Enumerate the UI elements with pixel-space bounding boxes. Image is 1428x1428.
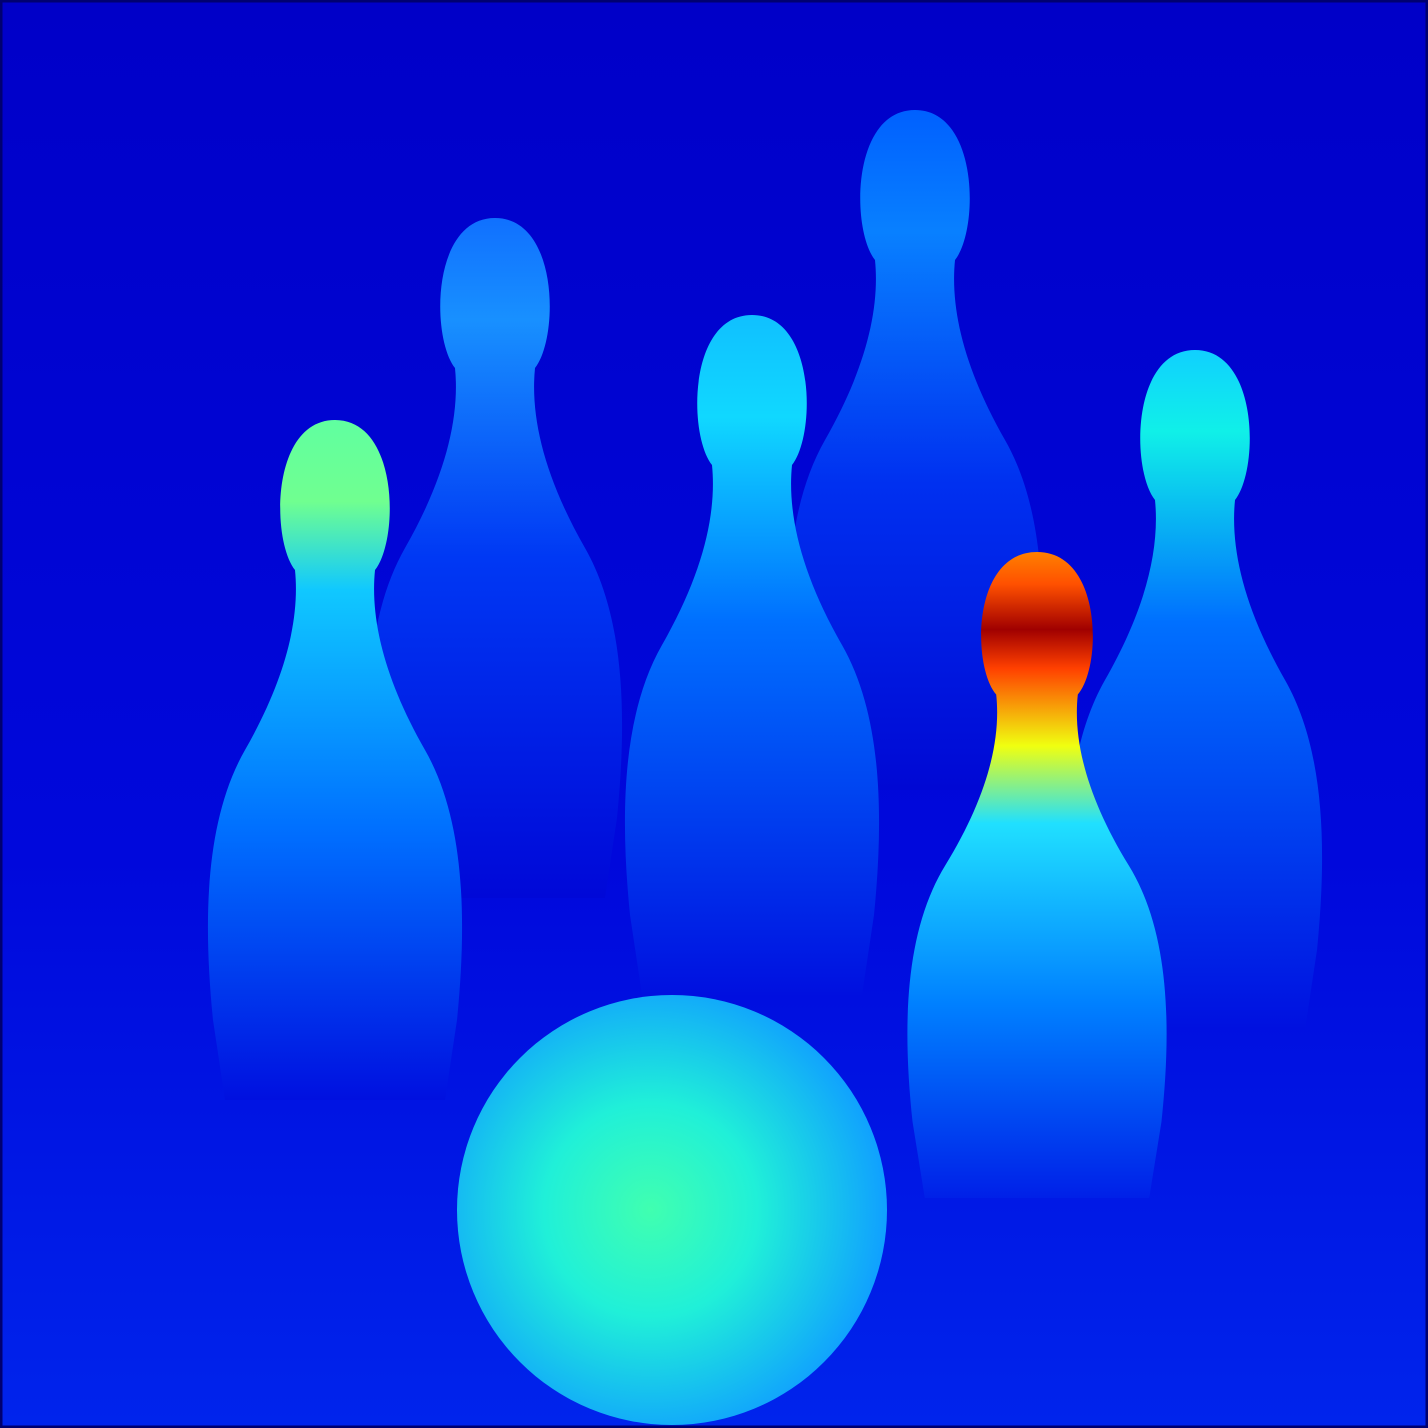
ball bbox=[457, 995, 887, 1425]
